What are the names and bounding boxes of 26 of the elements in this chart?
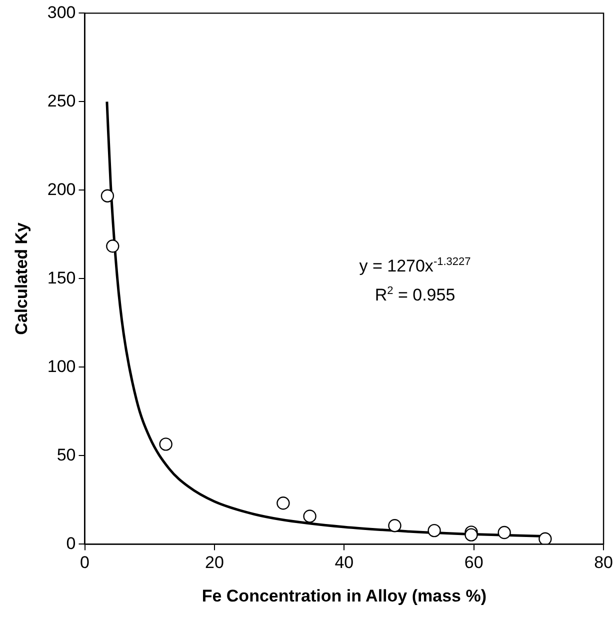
- point: [276, 496, 290, 510]
- x-tick-label: 60: [464, 553, 484, 572]
- point: [303, 510, 316, 523]
- x-tick-label: 40: [334, 553, 354, 572]
- x-tick-label: 80: [594, 553, 614, 572]
- point: [428, 524, 441, 538]
- point: [498, 526, 511, 540]
- y-axis-title: Calculated Ky: [12, 222, 31, 335]
- point: [538, 532, 552, 544]
- point: [100, 189, 114, 202]
- y-tick-label: 0: [66, 534, 76, 553]
- y-tick-label: 150: [47, 268, 76, 288]
- point: [464, 528, 478, 542]
- point: [106, 240, 120, 253]
- y-tick-label: 50: [56, 445, 76, 464]
- y-tick-label: 300: [47, 2, 76, 22]
- annotation: R$^{2}$ = 0.955: [374, 284, 456, 306]
- x-axis-title: Fe Concentration in Alloy (mass %): [202, 586, 486, 606]
- x-tick-label: 20: [205, 553, 224, 572]
- annotation: y = 1270x$^{-1.3227}$: [358, 255, 472, 278]
- point: [159, 438, 172, 451]
- y-tick-label: 200: [47, 180, 76, 199]
- x-tick-label: 0: [80, 553, 90, 572]
- point: [388, 519, 402, 532]
- y-tick-label: 100: [47, 356, 76, 376]
- y-tick-label: 250: [47, 91, 76, 110]
